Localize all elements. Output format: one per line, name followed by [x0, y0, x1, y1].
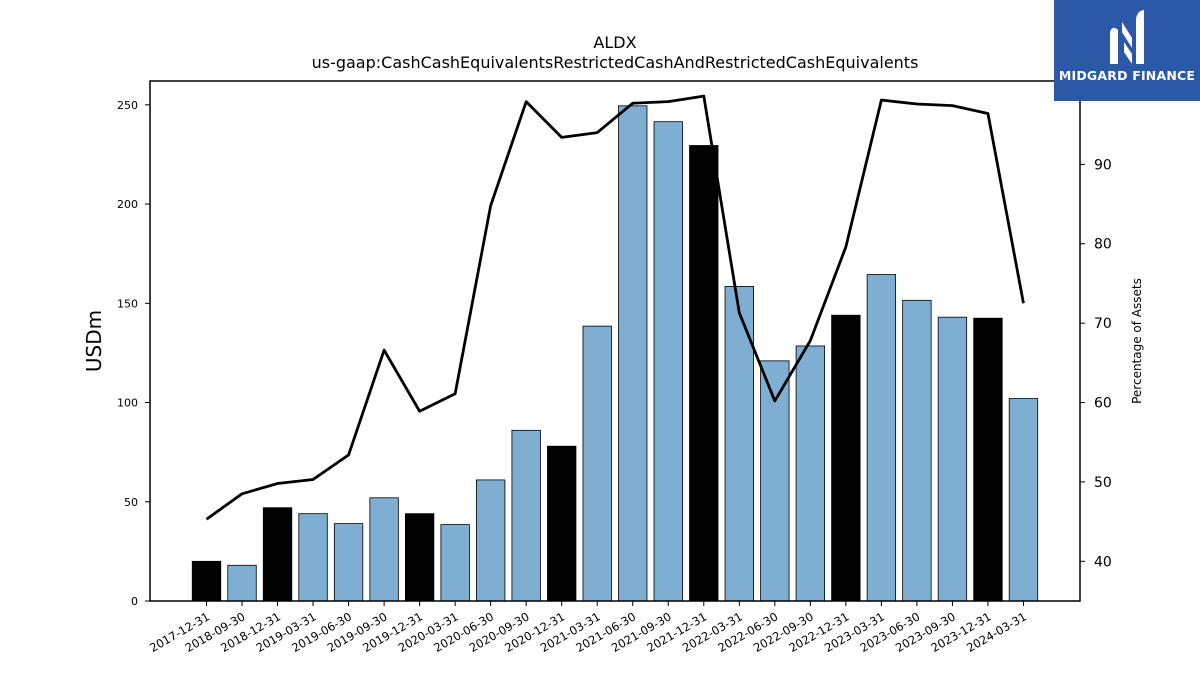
- bar-2021-03-31: [583, 326, 612, 601]
- bar-2022-03-31: [725, 286, 754, 601]
- y-tick-label: 250: [117, 99, 138, 112]
- bar-2023-09-30: [938, 317, 967, 601]
- bar-2020-09-30: [512, 430, 541, 601]
- bar-2018-09-30: [228, 565, 257, 601]
- bar-2023-06-30: [903, 300, 932, 601]
- bar-2023-12-31: [974, 318, 1003, 601]
- y2-axis-label: Percentage of Assets: [1130, 278, 1144, 404]
- bar-2019-12-31: [405, 514, 434, 601]
- logo-text: MIDGARD FINANCE: [1054, 68, 1200, 83]
- chart-subtitle: us-gaap:CashCashEquivalentsRestrictedCas…: [312, 53, 919, 72]
- line-layer: [207, 96, 1024, 519]
- bar-2021-09-30: [654, 122, 683, 601]
- bar-2023-03-31: [867, 275, 896, 601]
- bar-2022-06-30: [761, 361, 790, 601]
- bars-layer: [192, 106, 1037, 601]
- chart-title: ALDX: [593, 33, 636, 52]
- pct-of-assets-line: [207, 96, 1024, 519]
- y-tick-label: 200: [117, 198, 138, 211]
- y-axis-label: USDm: [82, 310, 106, 372]
- bar-2021-12-31: [690, 146, 719, 601]
- y2-tick-label: 60: [1094, 396, 1112, 412]
- bar-2020-03-31: [441, 525, 470, 601]
- y-tick-label: 100: [117, 397, 138, 410]
- bar-2022-09-30: [796, 346, 825, 601]
- y2-tick-label: 70: [1094, 316, 1112, 332]
- logo-mark-icon: [1102, 8, 1154, 66]
- bar-2020-06-30: [476, 480, 505, 601]
- x-axis: 2017-12-312018-09-302018-12-312019-03-31…: [147, 601, 1029, 655]
- bar-2019-09-30: [370, 498, 399, 601]
- y-tick-label: 150: [117, 297, 138, 310]
- y-axis-left: 0 50 100 150 200 250: [117, 99, 150, 608]
- y2-tick-label: 90: [1094, 157, 1112, 173]
- bar-2018-12-31: [263, 508, 292, 601]
- bar-2017-12-31: [192, 561, 221, 601]
- bar-2019-03-31: [299, 514, 328, 601]
- brand-logo: MIDGARD FINANCE: [1054, 0, 1200, 101]
- bar-2019-06-30: [334, 524, 363, 601]
- y-tick-label: 50: [124, 496, 138, 509]
- y2-tick-label: 50: [1094, 475, 1112, 491]
- bar-2020-12-31: [547, 446, 576, 601]
- y-axis-right: 40 50 60 70 80 90: [1080, 157, 1112, 570]
- y2-tick-label: 40: [1094, 554, 1112, 570]
- y-tick-label: 0: [131, 595, 138, 608]
- bar-2024-03-31: [1009, 399, 1037, 601]
- bar-2021-06-30: [618, 106, 647, 601]
- bar-2022-12-31: [832, 315, 861, 601]
- y2-tick-label: 80: [1094, 237, 1112, 253]
